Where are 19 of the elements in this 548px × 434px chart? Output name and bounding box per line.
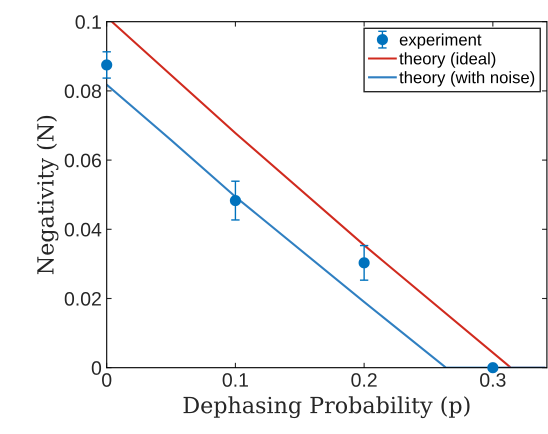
y-tick-label: 0.08	[64, 84, 101, 98]
x-tick-label: 0.1	[222, 373, 248, 387]
x-axis-title: Dephasing Probability (p)	[184, 396, 470, 418]
y-tick-label: 0.06	[64, 154, 101, 168]
x-tick-label: 0.3	[480, 373, 506, 387]
y-tick-label: 0.02	[64, 292, 101, 306]
y-tick-label: 0.1	[76, 15, 101, 29]
legend-label: theory (ideal)	[399, 52, 496, 68]
y-tick-label: 0.04	[64, 222, 102, 237]
x-tick-label: 0	[102, 373, 112, 387]
point	[358, 257, 370, 268]
point	[487, 362, 498, 374]
legend-label: theory (with noise)	[399, 71, 534, 87]
x-tick-label: 0.2	[351, 373, 377, 387]
point	[101, 59, 112, 71]
y-tick-label: 0	[92, 361, 102, 375]
legend-label: experiment	[400, 33, 482, 49]
point	[230, 195, 241, 206]
y-axis-title: Negativity (N)	[36, 116, 58, 274]
